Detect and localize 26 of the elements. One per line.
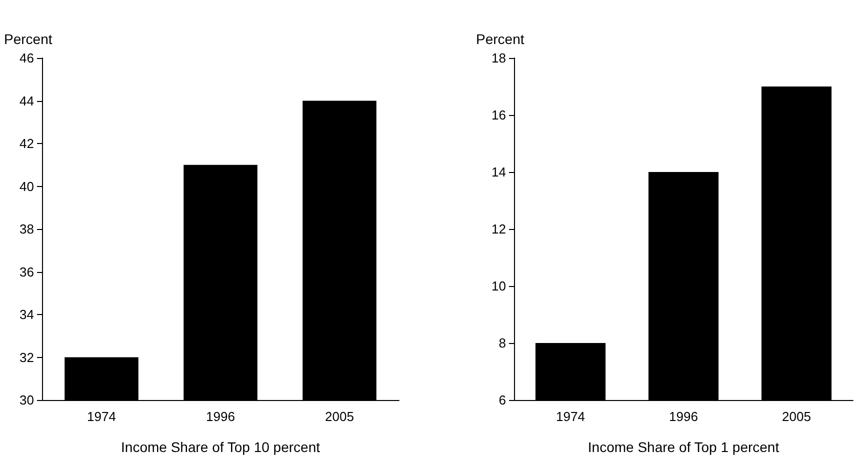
y-tick-label: 16 [492, 108, 506, 122]
y-axis-title: Percent [476, 31, 524, 47]
y-tick-label: 46 [20, 50, 34, 66]
x-tick-label: 2005 [782, 409, 811, 424]
x-tick-label: 1974 [87, 409, 116, 424]
x-axis-title: Income Share of Top 10 percent [121, 439, 320, 455]
x-axis-title: Income Share of Top 1 percent [588, 439, 780, 455]
y-tick-label: 14 [492, 164, 506, 180]
y-tick-label: 38 [20, 222, 34, 236]
y-axis-title: Percent [4, 31, 52, 47]
y-tick-label: 6 [498, 392, 506, 408]
x-tick-label: 1996 [669, 409, 698, 424]
y-tick-label: 10 [492, 278, 506, 294]
x-tick-label: 1996 [206, 409, 235, 424]
y-tick-label: 44 [20, 93, 34, 108]
x-tick-label: 1974 [556, 409, 585, 424]
y-tick-label: 18 [492, 50, 506, 66]
y-tick-label: 12 [492, 222, 506, 236]
y-tick-label: 42 [20, 136, 34, 151]
x-tick-label: 2005 [325, 409, 354, 424]
y-tick-label: 30 [20, 392, 34, 408]
y-tick-label: 8 [498, 336, 506, 350]
y-tick-label: 34 [20, 307, 34, 322]
y-tick-label: 32 [20, 350, 34, 365]
y-tick-label: 40 [20, 178, 34, 194]
y-tick-label: 36 [20, 264, 34, 280]
